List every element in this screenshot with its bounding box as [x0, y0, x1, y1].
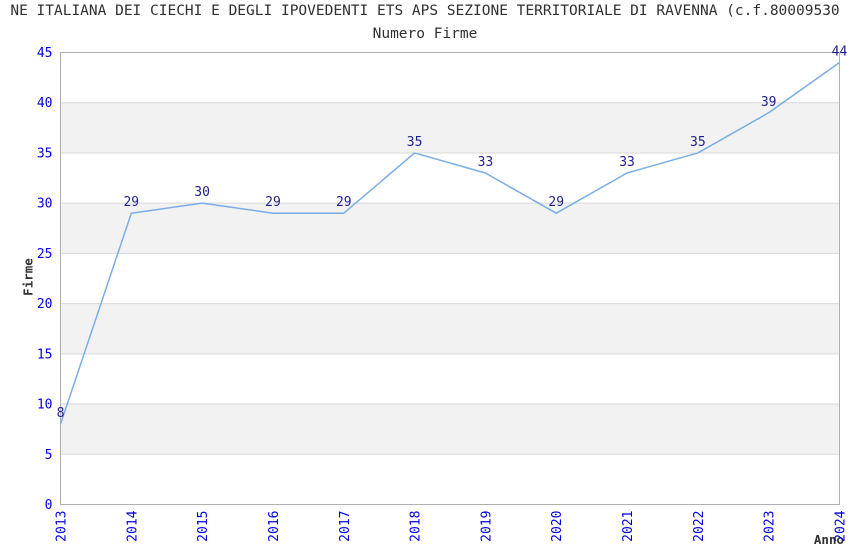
x-tick-label: 2021 [621, 511, 636, 542]
y-tick-label: 5 [45, 448, 53, 463]
y-tick-label: 15 [37, 347, 53, 362]
y-tick-label: 25 [37, 247, 53, 262]
data-label: 30 [194, 185, 210, 200]
y-tick-label: 0 [45, 498, 53, 513]
x-tick-label: 2018 [409, 511, 424, 542]
chart-subtitle: Numero Firme [372, 26, 478, 42]
x-tick-label: 2017 [338, 511, 353, 542]
y-tick-label: 45 [37, 46, 53, 61]
data-label: 39 [761, 95, 777, 110]
x-tick-label: 2016 [267, 511, 282, 542]
plot-border [60, 52, 840, 505]
data-label: 44 [832, 45, 848, 60]
x-tick-label: 2019 [479, 510, 494, 541]
x-axis-title: Anno [813, 532, 844, 547]
y-tick-label: 20 [37, 297, 53, 312]
x-tick-label: 2013 [55, 511, 70, 542]
series-line [59, 61, 840, 425]
data-label: 35 [690, 135, 706, 150]
x-tick-label: 2015 [196, 511, 211, 542]
data-label: 29 [336, 195, 352, 210]
x-tick-label: 2020 [550, 511, 565, 542]
x-tick-label: 2014 [125, 510, 140, 541]
data-label: 29 [548, 195, 564, 210]
y-tick-label: 35 [37, 146, 53, 161]
plot-band [60, 303, 840, 354]
data-label: 29 [265, 195, 281, 210]
page-title: NE ITALIANA DEI CIECHI E DEGLI IPOVEDENT… [10, 3, 840, 19]
plot-band [60, 102, 840, 153]
plot-band [60, 203, 840, 254]
data-label: 29 [123, 195, 139, 210]
x-tick-label: 2022 [692, 511, 707, 542]
y-tick-label: 30 [37, 197, 53, 212]
data-label: 33 [619, 155, 635, 170]
y-tick-label: 10 [37, 398, 53, 413]
x-tick-label: 2023 [763, 511, 778, 542]
data-label: 35 [407, 135, 423, 150]
plot-band [60, 404, 840, 455]
x-tick-label: 2024 [834, 510, 849, 541]
data-label: 33 [478, 155, 494, 170]
data-label: 8 [57, 406, 65, 421]
y-tick-label: 40 [37, 96, 53, 111]
